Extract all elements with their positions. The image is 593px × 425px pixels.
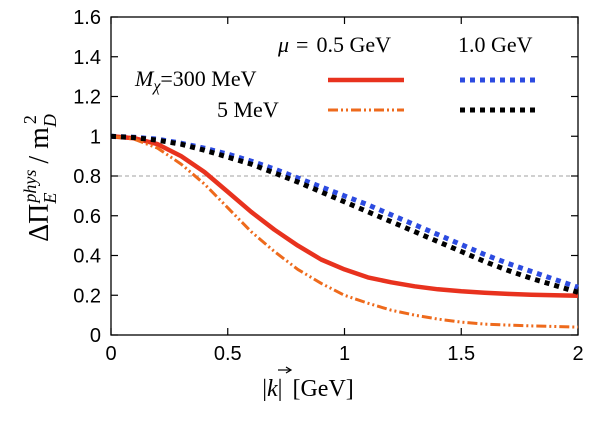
x-axis-label: |k| [GeV] <box>262 376 354 402</box>
x-tick-label: 2 <box>572 343 583 365</box>
legend-mu-header2: 1.0 GeV <box>458 32 533 57</box>
y-label-sub2: D <box>40 114 60 128</box>
legend-mass-sub: χ <box>151 78 161 95</box>
y-tick-label: 0.4 <box>73 246 101 268</box>
x-label-bar-right: | <box>278 376 283 402</box>
x-tick-label: 1.5 <box>447 343 475 365</box>
y-axis-label: ΔΠEphys / mD2 <box>20 114 60 242</box>
legend-mu-value: 0.5 GeV <box>316 32 391 57</box>
x-tick-label: 0.5 <box>214 343 242 365</box>
series-group <box>110 133 579 329</box>
y-tick-label: 1 <box>90 126 101 148</box>
y-tick-label: 0.8 <box>73 166 101 188</box>
series-line-0 <box>110 134 579 299</box>
y-tick-label: 1.4 <box>73 47 101 69</box>
x-tick-label: 0 <box>105 343 116 365</box>
y-label-slash: / m <box>24 127 55 164</box>
legend-mass-row1: Mχ=300 MeV <box>134 66 257 95</box>
legend-mass-symbol: M <box>134 66 155 91</box>
y-tick-label: 1.6 <box>73 7 101 29</box>
x-label-vector-arrow <box>278 366 293 374</box>
legend-mu-header: μ = 0.5 GeV <box>277 32 391 57</box>
y-tick-label: 1.2 <box>73 87 101 109</box>
y-tick-label: 0.2 <box>73 285 101 307</box>
legend-mu-eq: = <box>296 32 308 57</box>
y-label-sup2: 2 <box>20 115 40 124</box>
x-label-unit: [GeV] <box>292 376 353 402</box>
legend-mass-row2: 5 MeV <box>217 97 279 122</box>
legend-mass-eq: =300 MeV <box>160 66 256 91</box>
legend: μ = 0.5 GeV 1.0 GeV Mχ=300 MeV 5 MeV <box>134 32 536 122</box>
series-line-2 <box>110 133 579 290</box>
series-line-3 <box>110 133 579 295</box>
x-label-var: k <box>267 376 278 402</box>
x-label-bar-left: | <box>262 376 267 402</box>
series-line-1 <box>110 134 579 329</box>
y-label-sup: phys <box>20 170 40 205</box>
legend-swatches <box>328 77 536 113</box>
y-tick-label: 0 <box>90 325 101 347</box>
y-tick-label: 0.6 <box>73 206 101 228</box>
x-tick-label: 1 <box>339 343 350 365</box>
y-label-sub: E <box>40 193 60 205</box>
axis-ticks: 0 0.5 1 1.5 2 0 0.2 0.4 0.6 0.8 1 1.2 1.4 1.6 <box>73 7 583 365</box>
y-label-delta: ΔΠ <box>24 204 55 242</box>
legend-mu-symbol: μ <box>277 32 289 57</box>
